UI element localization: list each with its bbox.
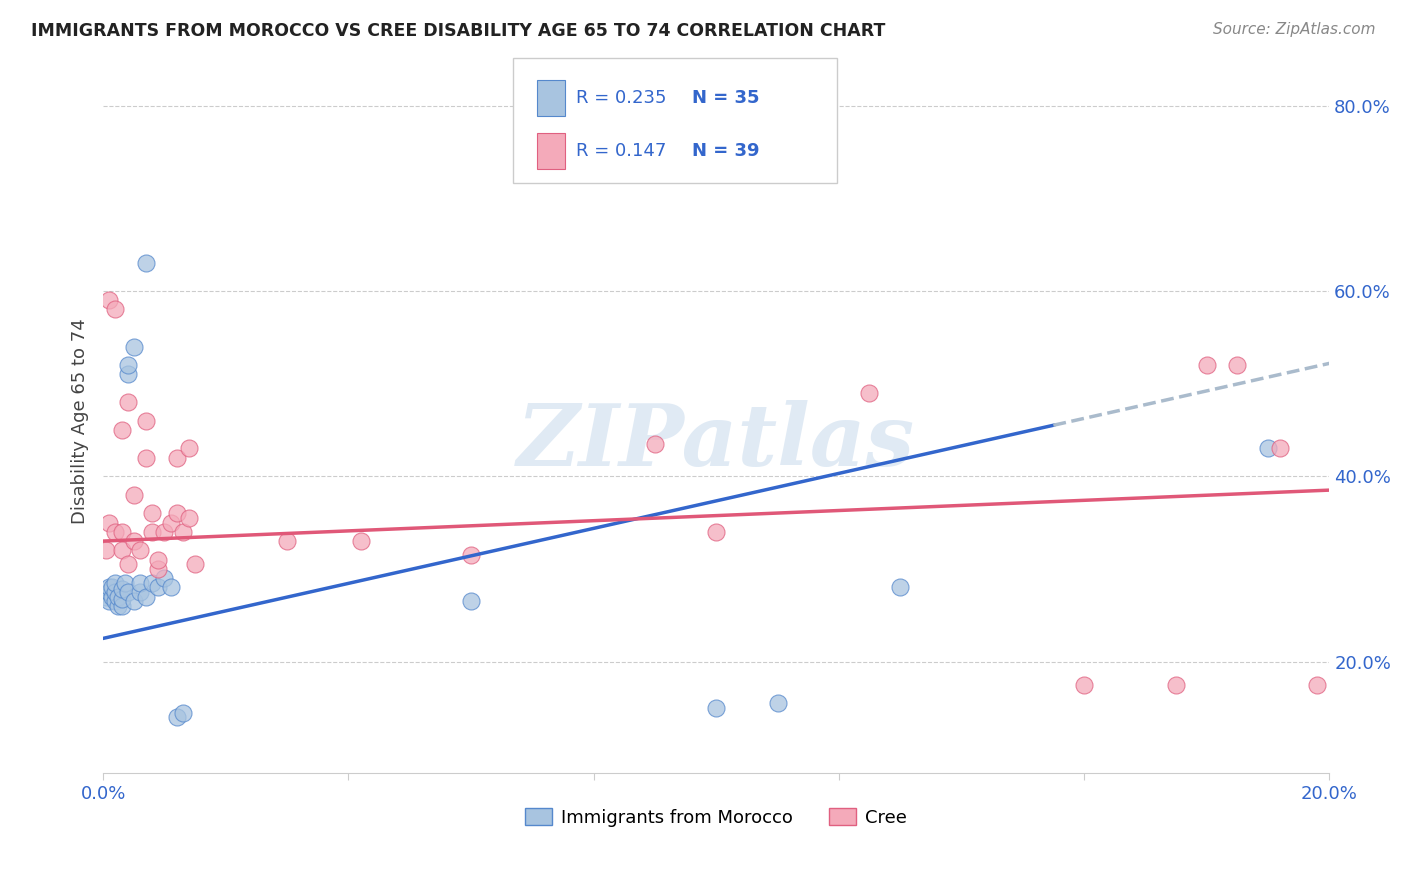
Point	[122, 594, 145, 608]
Point	[704, 701, 727, 715]
Point	[98, 594, 121, 608]
Point	[148, 552, 170, 566]
Point	[110, 582, 132, 597]
Point	[135, 414, 157, 428]
Point	[122, 339, 145, 353]
Point	[644, 437, 666, 451]
Point	[148, 562, 170, 576]
Text: R = 0.147: R = 0.147	[576, 142, 666, 160]
Text: R = 0.235: R = 0.235	[576, 89, 666, 107]
Text: ZIPatlas: ZIPatlas	[517, 400, 915, 483]
Point	[1226, 358, 1249, 372]
Point	[110, 423, 132, 437]
Point	[98, 516, 121, 530]
Point	[184, 558, 207, 572]
Text: Source: ZipAtlas.com: Source: ZipAtlas.com	[1212, 22, 1375, 37]
Point	[110, 543, 132, 558]
Point	[104, 302, 127, 317]
Point	[166, 710, 188, 724]
Point	[1257, 442, 1279, 456]
Point	[129, 575, 152, 590]
Point	[141, 506, 163, 520]
Point	[177, 511, 200, 525]
Point	[104, 575, 127, 590]
Point	[172, 524, 194, 539]
Y-axis label: Disability Age 65 to 74: Disability Age 65 to 74	[72, 318, 89, 524]
Point	[117, 395, 139, 409]
Point	[349, 534, 371, 549]
Point	[98, 581, 121, 595]
Point	[889, 581, 911, 595]
Point	[141, 575, 163, 590]
Point	[460, 594, 482, 608]
Point	[98, 585, 121, 599]
Point	[1164, 678, 1187, 692]
Point	[135, 256, 157, 270]
Point	[148, 581, 170, 595]
Point	[104, 594, 127, 608]
Point	[96, 543, 118, 558]
Point	[153, 524, 176, 539]
Point	[122, 488, 145, 502]
Point	[1073, 678, 1095, 692]
Point	[1195, 358, 1218, 372]
Point	[704, 524, 727, 539]
Point	[104, 524, 127, 539]
Point	[129, 543, 152, 558]
Point	[153, 571, 176, 585]
Point	[159, 581, 181, 595]
Point	[101, 590, 124, 604]
Point	[101, 581, 124, 595]
Point	[135, 590, 157, 604]
Point	[129, 585, 152, 599]
Point	[460, 548, 482, 562]
Point	[117, 558, 139, 572]
Point	[858, 385, 880, 400]
Point	[166, 506, 188, 520]
Point	[96, 590, 118, 604]
Point	[159, 516, 181, 530]
Point	[276, 534, 298, 549]
Point	[766, 696, 789, 710]
Point	[110, 524, 132, 539]
Point	[117, 585, 139, 599]
Point	[172, 706, 194, 720]
Point	[135, 450, 157, 465]
Point	[166, 450, 188, 465]
Point	[98, 293, 121, 308]
Text: N = 39: N = 39	[692, 142, 759, 160]
Point	[177, 442, 200, 456]
Point	[141, 524, 163, 539]
Point	[107, 590, 129, 604]
Point	[117, 358, 139, 372]
Point	[114, 575, 136, 590]
Point	[107, 599, 129, 613]
Point	[1306, 678, 1329, 692]
Legend: Immigrants from Morocco, Cree: Immigrants from Morocco, Cree	[517, 801, 914, 834]
Point	[110, 591, 132, 606]
Point	[1270, 442, 1292, 456]
Point	[104, 585, 127, 599]
Text: IMMIGRANTS FROM MOROCCO VS CREE DISABILITY AGE 65 TO 74 CORRELATION CHART: IMMIGRANTS FROM MOROCCO VS CREE DISABILI…	[31, 22, 886, 40]
Point	[117, 368, 139, 382]
Point	[110, 599, 132, 613]
Text: N = 35: N = 35	[692, 89, 759, 107]
Point	[122, 534, 145, 549]
